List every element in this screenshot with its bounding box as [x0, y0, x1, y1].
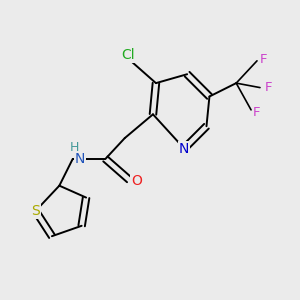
Text: S: S [31, 204, 40, 218]
Text: N: N [75, 152, 85, 166]
Text: Cl: Cl [121, 48, 134, 62]
Text: F: F [253, 106, 260, 119]
Text: H: H [70, 142, 79, 154]
Text: F: F [260, 53, 268, 66]
Text: N: N [179, 142, 189, 155]
Text: O: O [131, 174, 142, 188]
Text: F: F [264, 81, 272, 94]
